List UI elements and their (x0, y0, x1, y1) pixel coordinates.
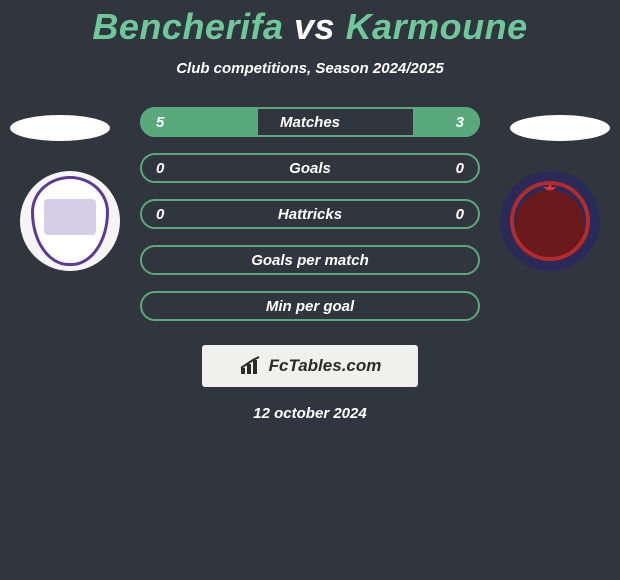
date: 12 october 2024 (0, 405, 620, 422)
bars-icon (239, 356, 263, 376)
watermark: FcTables.com (202, 345, 418, 387)
player1-name: Bencherifa (92, 6, 283, 47)
subtitle: Club competitions, Season 2024/2025 (0, 60, 620, 77)
left-oval-decoration (10, 115, 110, 141)
watermark-text: FcTables.com (269, 356, 382, 376)
player2-club-logo: ★ (500, 171, 600, 271)
stat-value-left: 0 (156, 160, 164, 177)
stat-row: 0 Goals 0 (140, 153, 480, 183)
stat-row: 0 Hattricks 0 (140, 199, 480, 229)
stat-rows: 5 Matches 3 0 Goals 0 0 Hattricks 0 Goals per mat… (140, 107, 480, 337)
stat-row: Goals per match (140, 245, 480, 275)
page-title: Bencherifa vs Karmoune (0, 0, 620, 48)
stat-label: Goals per match (251, 252, 369, 269)
stat-value-left: 0 (156, 206, 164, 223)
stat-row: 5 Matches 3 (140, 107, 480, 137)
stat-label: Goals (289, 160, 331, 177)
stat-value-left: 5 (156, 114, 164, 131)
stat-label: Min per goal (266, 298, 354, 315)
star-icon: ★ (542, 179, 558, 200)
vs-text: vs (294, 6, 335, 47)
stat-value-right: 3 (456, 114, 464, 131)
player1-club-logo (20, 171, 120, 271)
stat-value-right: 0 (456, 206, 464, 223)
stat-label: Hattricks (278, 206, 342, 223)
stat-value-right: 0 (456, 160, 464, 177)
stat-row: Min per goal (140, 291, 480, 321)
right-oval-decoration (510, 115, 610, 141)
stat-fill-right (413, 107, 480, 137)
stat-label: Matches (280, 114, 340, 131)
player2-name: Karmoune (346, 6, 528, 47)
